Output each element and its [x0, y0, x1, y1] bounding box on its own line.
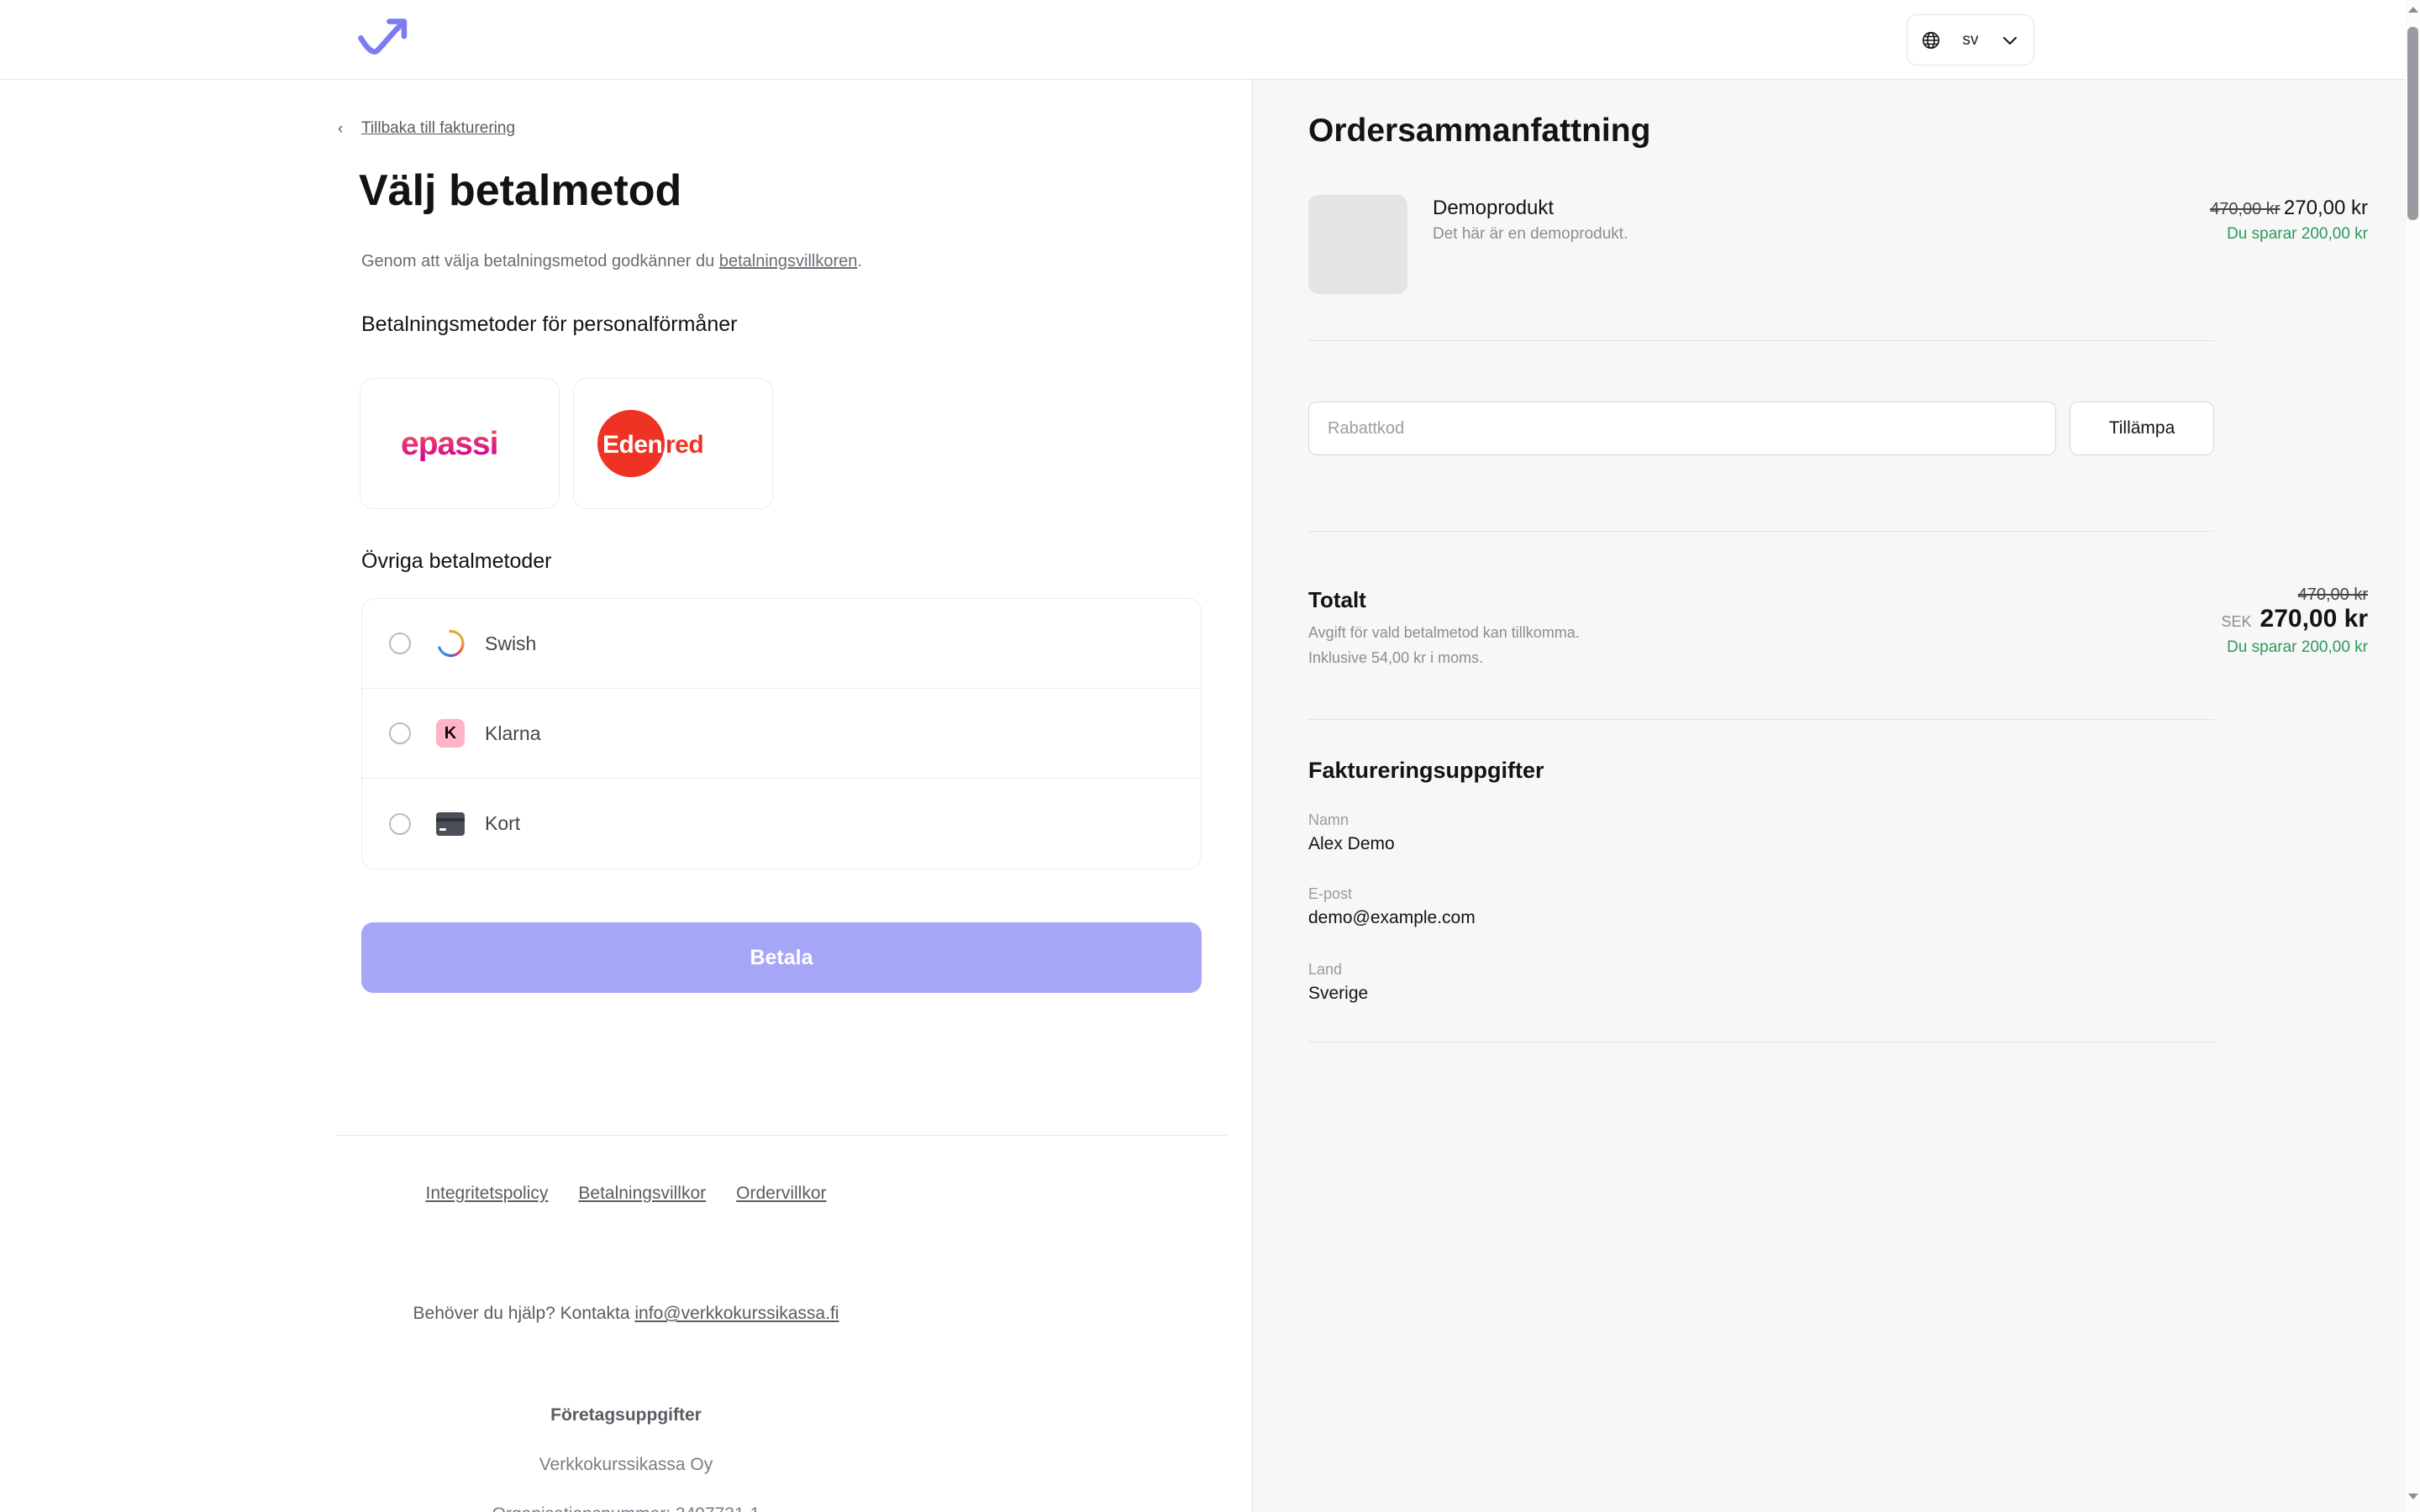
- svg-text:epassi: epassi: [401, 426, 497, 462]
- svg-text:Eden: Eden: [602, 431, 662, 459]
- svg-text:red: red: [666, 431, 703, 459]
